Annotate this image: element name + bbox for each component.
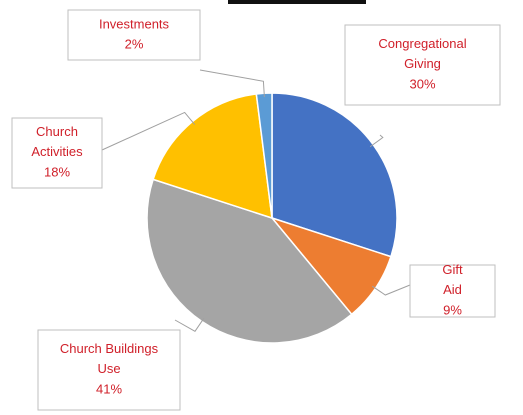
value-label: 18% xyxy=(44,164,70,179)
title-underline xyxy=(228,0,366,4)
value-label: 41% xyxy=(96,381,122,396)
value-label: 2% xyxy=(125,36,144,51)
leader-line xyxy=(101,111,196,151)
category-label: Congregational Giving xyxy=(378,36,466,71)
leader-line xyxy=(369,134,384,148)
label-box xyxy=(67,9,201,61)
label-box xyxy=(344,24,501,106)
label-box xyxy=(37,329,181,411)
category-label: Church Buildings Use xyxy=(60,341,159,376)
value-label: 9% xyxy=(443,302,462,317)
label-box xyxy=(409,264,496,318)
category-label: Gift Aid xyxy=(442,262,463,297)
leader-line xyxy=(372,284,411,296)
value-label: 30% xyxy=(409,76,435,91)
category-label: Church Activities xyxy=(31,124,83,159)
category-label: Investments xyxy=(99,16,170,31)
leader-line xyxy=(199,69,265,98)
leader-line xyxy=(174,318,205,332)
label-box xyxy=(11,117,103,189)
